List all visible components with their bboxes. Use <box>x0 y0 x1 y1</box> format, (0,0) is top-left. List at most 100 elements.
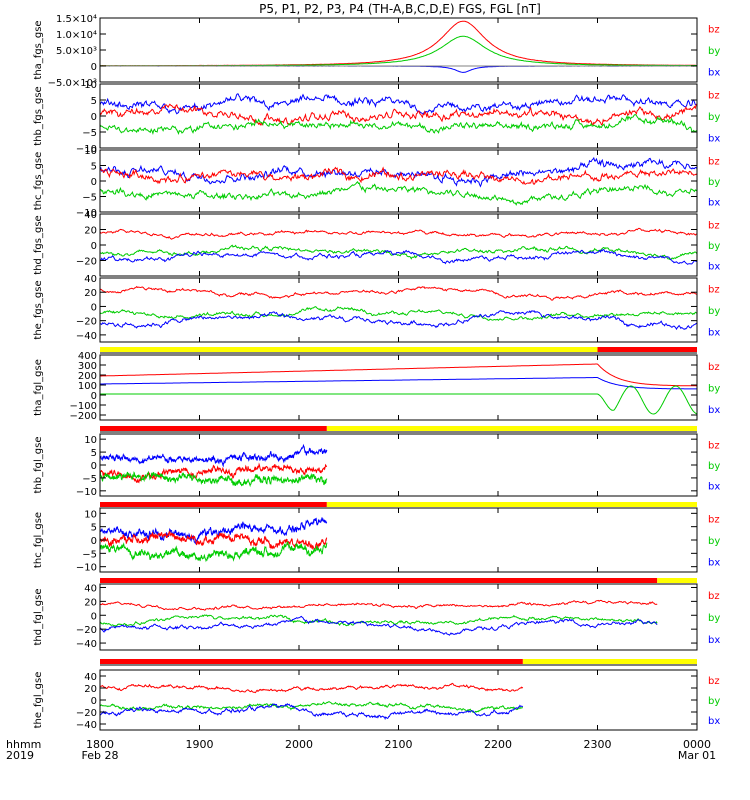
legend-bz: bz <box>708 91 720 102</box>
y-axis-label: thb_fgl_gse <box>33 437 44 494</box>
legend-by: by <box>708 46 720 57</box>
series-bx-line <box>100 65 697 73</box>
y-tick-label: 0 <box>91 536 97 547</box>
x-tick-label: 2300 <box>584 738 612 751</box>
series-bz-line <box>99 599 658 611</box>
legend-bz: bz <box>708 591 720 602</box>
footer-year: 2019 <box>6 749 34 762</box>
panel-stack: 1.5×10⁴ 1.0×10⁴ 5.0×10³ 0 −5.0×10³ tha_fgs_gs… <box>33 14 720 731</box>
y-tick-label: 0 <box>91 62 97 73</box>
series-bz-line <box>100 363 698 387</box>
y-tick-label: 0 <box>91 241 97 252</box>
y-tick-label: 10 <box>84 509 97 520</box>
series-by-line <box>99 701 523 714</box>
legend-by: by <box>708 536 720 547</box>
x-tick-label: 1900 <box>186 738 214 751</box>
legend-by: by <box>708 613 720 624</box>
y-tick-label: 1.0×10⁴ <box>56 30 97 41</box>
y-tick-label: 200 <box>78 371 97 382</box>
panel-frame <box>99 354 698 421</box>
legend-by: by <box>708 177 720 188</box>
series-bx-line <box>99 156 698 188</box>
y-tick-label: −20 <box>76 625 97 636</box>
y-tick-label: 5 <box>91 162 97 173</box>
legend-by: by <box>708 461 720 472</box>
legend-bx: bx <box>708 557 720 568</box>
legend-by: by <box>708 241 720 252</box>
y-tick-label: 5.0×10³ <box>56 46 97 57</box>
y-tick-label: 5 <box>91 523 97 534</box>
series-bz-line <box>99 166 698 185</box>
legend-bx: bx <box>708 405 720 416</box>
x-tick-label: 2100 <box>385 738 413 751</box>
y-tick-label: 0 <box>91 177 97 188</box>
legend-by: by <box>708 384 720 395</box>
y-axis-label: tha_fgs_gse <box>33 20 44 79</box>
series-bx-line <box>100 248 698 265</box>
legend-bz: bz <box>708 515 720 526</box>
y-tick-label: 0 <box>91 112 97 123</box>
y-tick-label: 10 <box>84 146 97 157</box>
y-tick-label: 10 <box>84 435 97 446</box>
flag-bar-yellow <box>657 578 697 583</box>
y-tick-label: −40 <box>76 331 97 342</box>
y-axis-label: thd_fgl_gse <box>33 589 44 646</box>
y-tick-label: −5 <box>82 549 97 560</box>
series-bx-line <box>99 310 698 331</box>
figure-title: P5, P1, P2, P3, P4 (TH-A,B,C,D,E) FGS, F… <box>259 2 541 16</box>
y-tick-label: −5 <box>82 128 97 139</box>
y-tick-label: −200 <box>70 411 97 422</box>
panel-thc_fgs_gse: 10 5 0 −5 −10 thc_fgs_gse bz by bx <box>33 146 720 219</box>
y-tick-label: −5 <box>82 474 97 485</box>
flag-bar-yellow <box>100 347 598 352</box>
series-bx-line <box>99 615 658 636</box>
flag-bar-yellow <box>326 502 697 507</box>
y-tick-label: −100 <box>70 401 97 412</box>
panel-frame <box>99 277 698 343</box>
legend-bz: bz <box>708 25 720 36</box>
legend-by: by <box>708 306 720 317</box>
legend-by: by <box>708 112 720 123</box>
panel-frame <box>99 669 698 731</box>
panel-thb_fgl_gse: 10 5 0 −5 −10 thb_fgl_gse bz by bx <box>33 426 720 498</box>
y-tick-label: −40 <box>76 639 97 650</box>
y-tick-label: 300 <box>78 361 97 372</box>
y-tick-label: 0 <box>91 696 97 707</box>
legend-bz: bz <box>708 362 720 373</box>
y-tick-label: 20 <box>84 226 97 237</box>
legend-by: by <box>708 696 720 707</box>
y-axis-label: thd_fgs_gse <box>33 215 44 274</box>
series-by-line <box>100 35 698 67</box>
y-tick-label: 0 <box>91 461 97 472</box>
series-by-line <box>99 470 328 488</box>
y-tick-label: 20 <box>84 597 97 608</box>
y-tick-label: −20 <box>76 708 97 719</box>
y-tick-label: 40 <box>84 672 97 683</box>
y-tick-label: −20 <box>76 257 97 268</box>
flag-bar-red <box>100 659 523 664</box>
series-bx-line <box>99 93 698 115</box>
panel-thc_fgl_gse: 10 5 0 −5 −10 thc_fgl_gse bz by bx <box>33 502 720 574</box>
y-axis-label: tha_fgl_gse <box>33 359 44 416</box>
y-tick-label: 100 <box>78 381 97 392</box>
x-tick-label: 1800 <box>86 738 114 751</box>
y-axis-label: thc_fgs_gse <box>33 152 44 211</box>
flag-bar-red <box>100 426 327 431</box>
panel-frame <box>99 83 698 149</box>
y-tick-label: 0 <box>91 391 97 402</box>
y-tick-label: 0 <box>91 302 97 313</box>
panel-frame <box>99 213 698 277</box>
series-by-line <box>99 306 698 322</box>
y-tick-label: −10 <box>76 487 97 498</box>
flag-bar-yellow <box>326 426 697 431</box>
series-by-line <box>99 541 328 563</box>
x-tick-label: 0000 <box>683 738 711 751</box>
y-tick-label: 5 <box>91 96 97 107</box>
panel-the_fgs_gse: 40 20 0 −20 −40 the_fgs_gse bz by bx <box>33 274 720 343</box>
y-tick-label: −10 <box>76 208 97 219</box>
legend-bx: bx <box>708 262 720 273</box>
y-tick-label: 5 <box>91 448 97 459</box>
y-tick-label: 20 <box>84 684 97 695</box>
panel-thd_fgs_gse: 40 20 0 −20 thd_fgs_gse bz by bx <box>33 210 720 277</box>
